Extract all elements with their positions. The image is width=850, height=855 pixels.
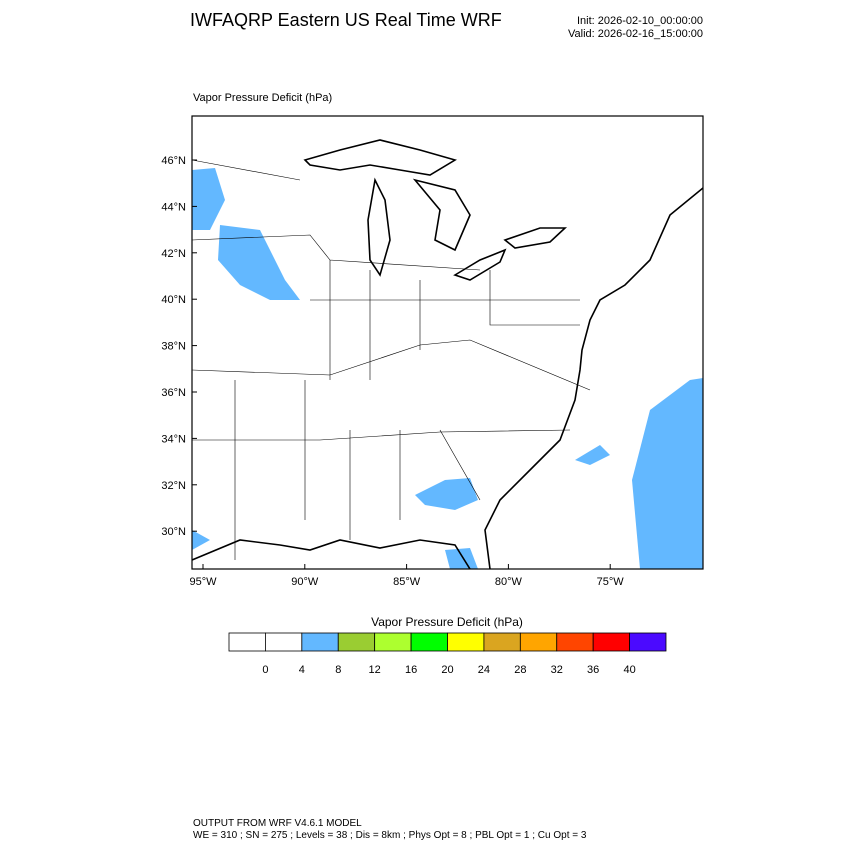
- colorbar-box: [592, 632, 630, 652]
- vpd-patch: [218, 225, 300, 300]
- lon-label: 95°W: [189, 576, 217, 588]
- colorbar-label: 12: [369, 664, 381, 676]
- coastline: [192, 539, 471, 569]
- vpd-patch: [415, 478, 478, 510]
- init-time: Init: 2026-02-10_00:00:00: [577, 15, 703, 27]
- colorbar-box: [337, 632, 376, 652]
- map-frame: [191, 115, 704, 570]
- lat-label: 42°N: [161, 248, 186, 260]
- colorbar-label: 4: [299, 664, 305, 676]
- lake-erie: [453, 248, 507, 281]
- colorbar-label: 24: [478, 664, 490, 676]
- colorbar-label: 28: [514, 664, 526, 676]
- valid-time: Valid: 2026-02-16_15:00:00: [568, 28, 703, 40]
- footer-line: OUTPUT FROM WRF V4.6.1 MODEL: [193, 818, 362, 829]
- axis-labels: 46°N 44°N 42°N 40°N 38°N 36°N 34°N 32°N 30°N 95°W…: [161, 155, 624, 588]
- lon-label: 75°W: [597, 576, 625, 588]
- vpd-patch: [192, 168, 225, 230]
- lat-label: 40°N: [161, 294, 186, 306]
- lake-huron: [412, 178, 471, 252]
- colorbar-title: Vapor Pressure Deficit (hPa): [371, 615, 523, 629]
- lat-label: 46°N: [161, 155, 186, 167]
- state-borders: [192, 159, 591, 560]
- lat-label: 36°N: [161, 387, 186, 399]
- colorbar-label: 36: [587, 664, 599, 676]
- map: [191, 115, 704, 570]
- colorbar-box: [556, 632, 594, 652]
- colorbar-box: [301, 632, 339, 652]
- colorbar-label: 40: [623, 664, 635, 676]
- vpd-patch: [575, 445, 610, 465]
- lon-label: 80°W: [495, 576, 523, 588]
- lon-label: 85°W: [393, 576, 421, 588]
- lake-ontario: [503, 227, 568, 249]
- lat-label: 38°N: [161, 341, 186, 353]
- colorbar-box: [447, 632, 485, 652]
- lat-label: 44°N: [161, 201, 186, 213]
- colorbar-label: 20: [441, 664, 453, 676]
- colorbar-label: 0: [262, 664, 268, 676]
- colorbar: 0 4 8 12 16 20 24 28 32 36 40: [228, 632, 667, 676]
- colorbar-box: [265, 632, 303, 652]
- colorbar-box: [374, 632, 412, 652]
- colorbar-label: 16: [405, 664, 417, 676]
- lat-label: 30°N: [161, 526, 186, 538]
- colorbar-box: [629, 632, 667, 652]
- title: IWFAQRP Eastern US Real Time WRF: [190, 10, 502, 30]
- colorbar-label: 8: [335, 664, 341, 676]
- vpd-patch: [192, 530, 210, 550]
- lake-michigan: [367, 177, 391, 277]
- colorbar-label: 32: [551, 664, 563, 676]
- colorbar-box: [410, 632, 448, 652]
- colorbar-box: [228, 632, 266, 652]
- footer-line: WE = 310 ; SN = 275 ; Levels = 38 ; Dis …: [193, 830, 587, 841]
- map-label: Vapor Pressure Deficit (hPa): [193, 92, 332, 104]
- lat-label: 34°N: [161, 433, 186, 445]
- lake-superior: [303, 139, 457, 176]
- vpd-patch: [445, 548, 478, 569]
- vpd-patch: [632, 378, 703, 569]
- lon-label: 90°W: [291, 576, 319, 588]
- colorbar-box: [483, 632, 521, 652]
- colorbar-box: [519, 632, 558, 652]
- coastline: [484, 187, 703, 569]
- lat-label: 32°N: [161, 480, 186, 492]
